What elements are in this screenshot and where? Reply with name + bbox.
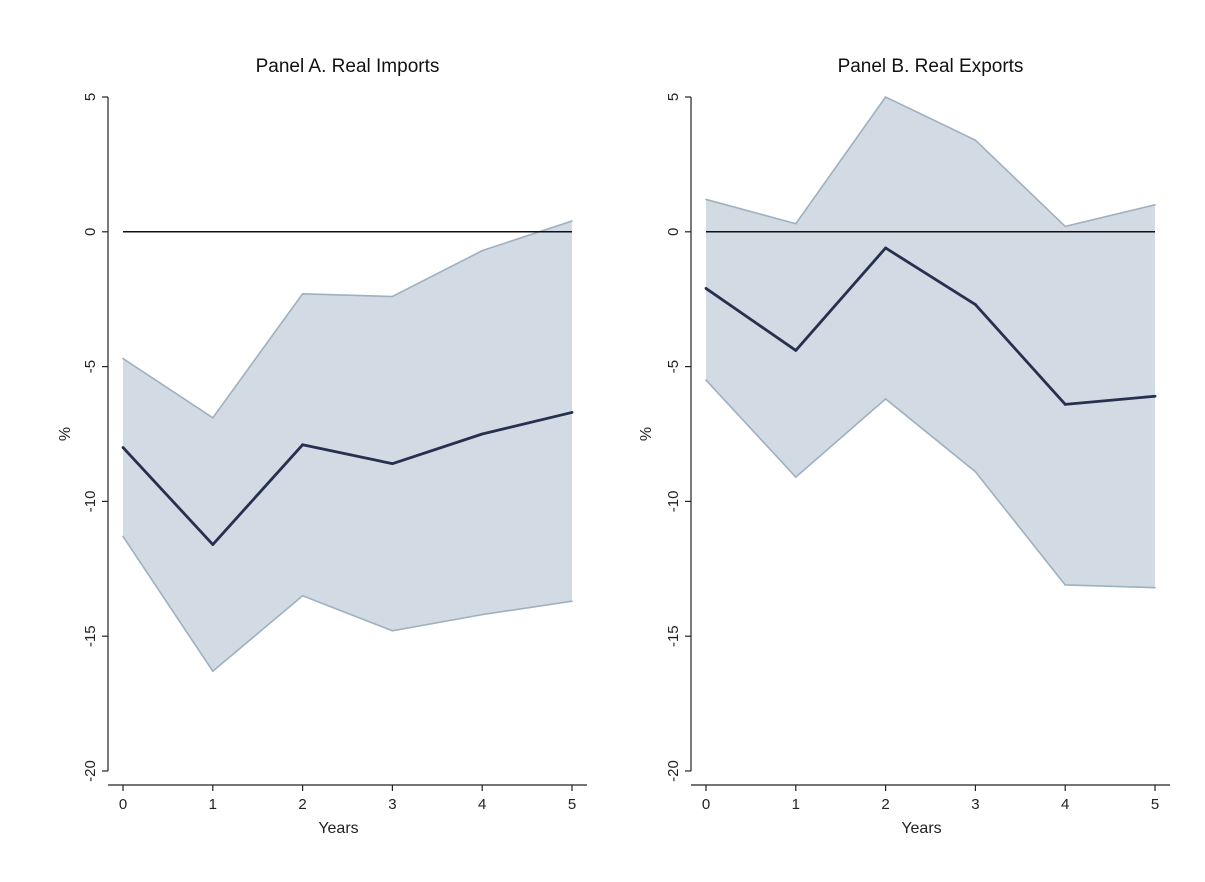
x-tick-label: 0 <box>702 796 710 813</box>
estimate-point <box>211 543 215 546</box>
y-tick-label: -10 <box>665 491 682 513</box>
y-tick-label: -5 <box>665 360 682 373</box>
lower-bound-point <box>122 535 124 538</box>
estimate-point <box>1063 402 1067 406</box>
upper-bound-point <box>481 249 484 252</box>
estimate-line <box>121 411 573 546</box>
x-tick-label: 0 <box>119 796 127 813</box>
lower-bound-point <box>1064 584 1066 586</box>
upper-bound-point <box>1064 225 1066 228</box>
y-tick-label: 0 <box>665 228 682 236</box>
lower-bound-line <box>705 379 1156 589</box>
lower-bound-point <box>795 476 797 478</box>
upper-bound-point <box>301 293 304 295</box>
estimate-point <box>974 303 977 306</box>
estimate-point <box>884 246 887 250</box>
estimate-point <box>121 446 125 449</box>
x-tick-label: 5 <box>1151 796 1159 813</box>
estimate-line <box>705 246 1156 406</box>
estimate-point <box>391 462 394 466</box>
y-tick-label: 0 <box>82 228 99 236</box>
upper-bound-point <box>884 96 887 98</box>
upper-bound-point <box>974 139 977 141</box>
x-tick-label: 1 <box>209 796 217 813</box>
confidence-band <box>706 97 1155 588</box>
upper-bound-point <box>705 198 707 201</box>
upper-bound-line <box>705 95 1156 228</box>
lower-bound-point <box>391 630 394 632</box>
y-tick-label: -5 <box>82 360 99 373</box>
upper-bound-point <box>391 295 394 298</box>
lower-bound-point <box>571 600 573 602</box>
estimate-point <box>704 287 708 290</box>
y-tick-label: -15 <box>665 625 682 647</box>
y-axis-label: % <box>638 427 655 441</box>
lower-bound-line <box>122 536 573 673</box>
x-axis-label: Years <box>318 820 358 837</box>
y-tick-label: -20 <box>665 760 682 782</box>
estimate-point <box>480 432 484 436</box>
upper-bound-point <box>571 220 573 222</box>
x-tick-label: 5 <box>568 796 576 813</box>
x-tick-label: 4 <box>1061 796 1069 813</box>
x-tick-label: 3 <box>971 796 979 813</box>
x-tick-label: 1 <box>792 796 800 813</box>
y-tick-label: -20 <box>82 760 99 782</box>
y-tick-label: -10 <box>82 491 99 513</box>
estimate-point <box>794 349 798 352</box>
upper-bound-line <box>122 220 573 419</box>
lower-bound-point <box>705 379 707 381</box>
x-tick-label: 2 <box>298 796 306 813</box>
upper-bound-point <box>795 222 797 225</box>
y-tick-label: -15 <box>82 625 99 647</box>
upper-bound-point <box>1154 204 1156 206</box>
panel-b: 5 0 -5 -10 -15 -20 0 1 2 3 4 5 Panel B. Real Exports… <box>638 56 1170 837</box>
lower-bound-point <box>301 594 304 597</box>
y-tick-label: 5 <box>665 93 682 101</box>
lower-bound-point <box>212 670 214 673</box>
upper-bound-point <box>212 417 214 419</box>
x-axis-label: Years <box>901 820 941 837</box>
lower-bound-point <box>884 398 887 400</box>
upper-bound-point <box>122 357 124 360</box>
lower-bound-point <box>481 613 484 616</box>
estimate-point <box>301 443 304 447</box>
x-tick-label: 2 <box>881 796 889 813</box>
estimate-point <box>1153 394 1157 398</box>
panel-a: 5 0 -5 -10 -15 -20 0 1 2 3 4 5 Panel A. Real Imports… <box>57 56 587 837</box>
confidence-band <box>123 221 572 672</box>
x-tick-label: 3 <box>388 796 396 813</box>
x-tick-label: 4 <box>478 796 486 813</box>
y-axis-label: % <box>57 427 74 441</box>
panel-title: Panel B. Real Exports <box>838 56 1024 77</box>
panel-title: Panel A. Real Imports <box>256 56 440 77</box>
y-tick-label: 5 <box>82 93 99 101</box>
estimate-point <box>570 411 574 414</box>
lower-bound-point <box>1154 586 1156 589</box>
lower-bound-point <box>974 470 977 473</box>
